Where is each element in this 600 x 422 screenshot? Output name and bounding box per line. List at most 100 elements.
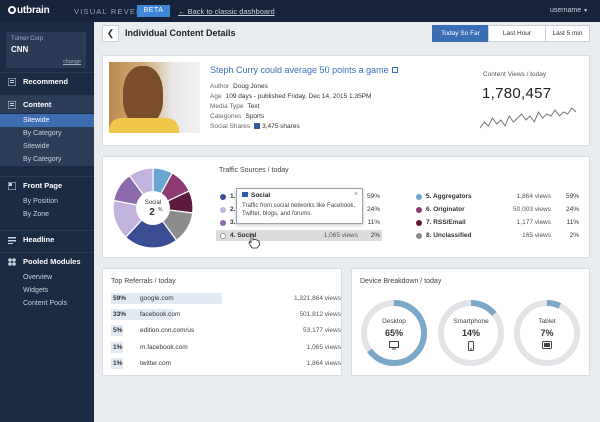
meta-author: Author Doug Jones	[210, 83, 268, 90]
tab-last-hour[interactable]: Last Hour	[488, 25, 546, 42]
nav-content-pools[interactable]: Content Pools	[23, 300, 67, 307]
referral-pct: 59%	[113, 295, 127, 302]
hand-cursor-icon	[248, 233, 260, 249]
tab-today-so-far[interactable]: Today So Far	[432, 25, 489, 42]
referral-row[interactable]: 1% m.facebook.com 1,065 views	[111, 342, 341, 353]
content-icon	[8, 101, 16, 109]
social-tooltip: Social Traffic from social networks like…	[236, 188, 363, 224]
referral-pct: 5%	[113, 327, 123, 334]
source-row-originator[interactable]: 6. Originator 50,003 views 24%	[416, 205, 579, 215]
referral-row[interactable]: 33% facebook.com 501,812 views	[111, 309, 341, 320]
social-row-highlight	[216, 230, 382, 241]
chat-bubble-icon	[242, 192, 248, 197]
source-dot	[416, 220, 422, 226]
article-thumbnail[interactable]	[109, 62, 200, 133]
nav-recommend[interactable]: Recommend	[0, 72, 94, 90]
device-ring-fill	[438, 300, 504, 366]
referral-domain: twitter.com	[140, 360, 172, 367]
account-corp: Turner Corp	[11, 36, 44, 42]
content-views-sparkline	[480, 107, 576, 129]
article-card: Steph Curry could average 50 points a ga…	[102, 55, 590, 146]
referral-pct: 1%	[113, 360, 123, 367]
traffic-sources-card: Social 2 % Traffic Sources / today 1. 59…	[102, 156, 590, 258]
nav-content[interactable]: Content	[0, 95, 94, 113]
source-row-aggregators[interactable]: 5. Aggregators 1,864 views 59%	[416, 192, 579, 202]
account-site: CNN	[11, 45, 29, 54]
top-referrals-title: Top Referrals / today	[111, 278, 176, 285]
close-icon[interactable]: ×	[353, 191, 358, 198]
top-referrals-card: Top Referrals / today 59% google.com 1,321…	[102, 268, 342, 376]
nav-widgets[interactable]: Widgets	[23, 287, 49, 294]
nav-by-zone[interactable]: By Zone	[23, 211, 50, 218]
device-breakdown-card: Device Breakdown / today Desktop 65% Sma…	[351, 268, 590, 376]
content-views-value: 1,780,457	[482, 85, 552, 102]
caret-down-icon: ▼	[583, 8, 589, 14]
device-pct-tablet: 7%	[540, 328, 554, 338]
device-pct-smartphone: 14%	[461, 328, 480, 338]
source-dot	[220, 220, 226, 226]
device-ring-tablet[interactable]	[513, 299, 581, 367]
nav-content-sitewide[interactable]: Sitewide	[0, 114, 94, 127]
logo-o-icon	[8, 6, 16, 14]
referral-views: 1,321,864 views	[294, 295, 341, 302]
device-ring-desktop[interactable]	[360, 299, 428, 367]
nav-content-by-category-2[interactable]: By Category	[0, 153, 94, 166]
source-dot	[220, 233, 226, 239]
source-dot	[416, 233, 422, 239]
meta-media-type: Media Type Text	[210, 103, 260, 110]
source-dot	[416, 194, 422, 200]
user-menu[interactable]: username ▼	[550, 7, 589, 14]
donut-hole	[136, 191, 170, 225]
nav-headline[interactable]: Headline	[0, 230, 94, 248]
account-selector[interactable]: Turner Corp CNN change	[6, 32, 86, 68]
back-button[interactable]: ❮	[102, 25, 119, 42]
source-row-social[interactable]: 4. Social 1,065 views 2%	[220, 231, 380, 241]
thumbnail-shirt	[109, 118, 179, 133]
source-dot	[416, 207, 422, 213]
referral-row[interactable]: 5% edition.cnn.com/us 53,177 views	[111, 325, 341, 336]
device-label-smartphone: Smartphone	[453, 318, 489, 325]
nav-by-position[interactable]: By Position	[23, 198, 59, 205]
traffic-donut-chart[interactable]: Social 2 %	[110, 165, 196, 251]
back-to-classic-link[interactable]: ← Back to classic dashboard	[178, 7, 275, 16]
donut-center-unit: %	[158, 207, 163, 213]
referral-share-bar	[111, 325, 123, 336]
referral-row[interactable]: 1% twitter.com 1,864 views	[111, 358, 341, 369]
page-title: Individual Content Details	[125, 28, 236, 38]
device-ring-fill	[361, 300, 427, 366]
outbrain-logo[interactable]: utbrain	[8, 5, 50, 16]
nav-pooled-modules[interactable]: Pooled Modules	[0, 252, 94, 270]
sparkline-line	[480, 107, 576, 129]
article-title-link[interactable]: Steph Curry could average 50 points a ga…	[210, 65, 398, 75]
meta-social-shares: Social Shares 3,475 shares	[210, 123, 300, 130]
referral-row[interactable]: 59% google.com 1,321,864 views	[111, 293, 341, 304]
source-row-1[interactable]: 1. 59%	[220, 192, 380, 202]
source-row-rss-email[interactable]: 7. RSS/Email 1,177 views 11%	[416, 218, 579, 228]
change-account-link[interactable]: change	[62, 59, 81, 65]
external-link-icon[interactable]	[391, 67, 398, 73]
nav-content-by-category[interactable]: By Category	[0, 127, 94, 140]
facebook-icon	[254, 123, 261, 129]
referral-domain: google.com	[140, 295, 174, 302]
referral-views: 1,065 views	[306, 344, 341, 351]
source-row-3[interactable]: 3. 11%	[220, 218, 380, 228]
tab-last-5-min[interactable]: Last 5 min	[545, 25, 590, 42]
referral-views: 1,864 views	[306, 360, 341, 367]
nav-content-sitewide-2[interactable]: Sitewide	[0, 140, 94, 153]
device-pct-desktop: 65%	[384, 328, 403, 338]
nav-overview[interactable]: Overview	[23, 274, 53, 281]
pooled-modules-icon	[8, 258, 16, 266]
referral-share-bar	[111, 342, 123, 353]
referral-pct: 33%	[113, 311, 127, 318]
phone-icon	[468, 341, 474, 351]
source-row-unclassified[interactable]: 8. Unclassified 165 views 2%	[416, 231, 579, 241]
beta-badge: BETA	[137, 5, 170, 17]
tooltip-body: Traffic from social networks like Facebo…	[242, 203, 356, 217]
device-ring-smartphone[interactable]	[437, 299, 505, 367]
nav-front-page[interactable]: Front Page	[0, 176, 94, 194]
thumbnail-face	[123, 66, 163, 124]
referral-share-bar	[111, 358, 123, 369]
donut-slice[interactable]	[124, 207, 178, 249]
referral-views: 53,177 views	[303, 327, 341, 334]
source-row-2[interactable]: 2. 24%	[220, 205, 380, 215]
